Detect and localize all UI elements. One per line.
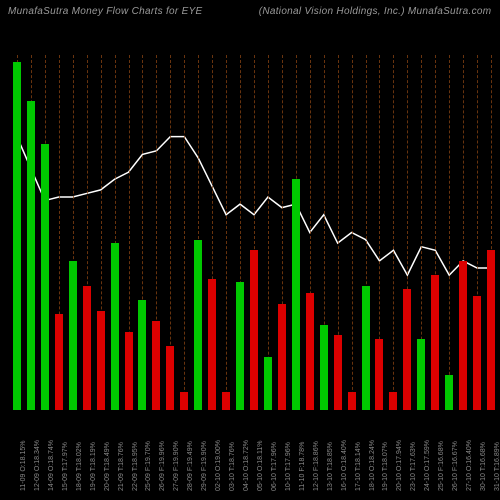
x-axis-label: 12-09 O:18.34% [34, 406, 41, 491]
x-axis-label: 20-10 O:17.94% [396, 406, 403, 491]
bar [431, 275, 439, 410]
grid-line [226, 55, 227, 410]
bar [152, 321, 160, 410]
x-axis-label: 26-10 F:16.67% [452, 406, 459, 491]
x-axis-label: 17-10 T:18.14% [355, 406, 362, 491]
bar [487, 250, 495, 410]
x-axis-label: 16-10 O:18.40% [341, 406, 348, 491]
grid-line [184, 55, 185, 410]
bar [194, 240, 202, 410]
bar [55, 314, 63, 410]
bar [69, 261, 77, 410]
x-axis-label: 06-10 T:17.96% [271, 406, 278, 491]
bar [27, 101, 35, 410]
x-axis-label: 28-09 F:19.49% [187, 406, 194, 491]
x-axis-label: 18-09 T:18.02% [76, 406, 83, 491]
money-flow-chart [10, 55, 498, 410]
bar [236, 282, 244, 410]
bar [473, 296, 481, 410]
x-axis-label: 04-10 O:18.72% [243, 406, 250, 491]
bar [97, 311, 105, 410]
x-axis-label: 27-09 F:19.90% [173, 406, 180, 491]
x-axis-label: 21-09 T:18.76% [118, 406, 125, 491]
x-axis-label: 24-10 O:17.59% [424, 406, 431, 491]
x-axis-label: 02-10 O:19.00% [215, 406, 222, 491]
bar [320, 325, 328, 410]
grid-line [449, 55, 450, 410]
x-axis-label: 11-09 O:18.15% [20, 406, 27, 491]
x-axis-label: 18-10 O:18.24% [369, 406, 376, 491]
x-axis-label: 31-10 T:16.89% [494, 406, 500, 491]
bar [362, 286, 370, 410]
bar [138, 300, 146, 410]
bar [417, 339, 425, 410]
x-axis-label: 25-10 F:16.68% [438, 406, 445, 491]
x-axis-label: 12-10 F:18.86% [313, 406, 320, 491]
title-right: (National Vision Holdings, Inc.) MunafaS… [259, 6, 492, 17]
grid-line [352, 55, 353, 410]
x-axis-label: 22-09 T:18.95% [132, 406, 139, 491]
x-axis-label: 19-10 T:18.07% [382, 406, 389, 491]
x-axis-label: 10-10 T:17.96% [285, 406, 292, 491]
x-axis-label: 03-10 T:18.76% [229, 406, 236, 491]
x-axis-label: 25-09 F:19.70% [145, 406, 152, 491]
x-axis-label: 11-10 F:18.78% [299, 406, 306, 491]
grid-line [393, 55, 394, 410]
bar [306, 293, 314, 410]
bar [13, 62, 21, 410]
bar [264, 357, 272, 410]
bar [278, 304, 286, 411]
bar [125, 332, 133, 410]
bar [445, 375, 453, 411]
bar [292, 179, 300, 410]
chart-title: MunafaSutra Money Flow Charts for EYE (N… [0, 0, 500, 23]
bar [208, 279, 216, 410]
x-axis-label: 15-09 T:17.97% [62, 406, 69, 491]
x-axis-label: 27-10 O:16.40% [466, 406, 473, 491]
bar [83, 286, 91, 410]
bar [250, 250, 258, 410]
bar [459, 261, 467, 410]
x-axis-label: 19-09 T:18.19% [90, 406, 97, 491]
bar [403, 289, 411, 410]
x-axis-label: 29-09 F:19.90% [201, 406, 208, 491]
bar [41, 144, 49, 410]
x-axis-label: 20-09 T:18.49% [104, 406, 111, 491]
x-axis-label: 23-10 T:17.63% [410, 406, 417, 491]
bar [111, 243, 119, 410]
title-left: MunafaSutra Money Flow Charts for EYE [8, 6, 203, 17]
bar [334, 335, 342, 410]
bar [166, 346, 174, 410]
x-axis-label: 13-10 T:18.85% [327, 406, 334, 491]
bar [375, 339, 383, 410]
x-axis-label: 14-09 O:18.74% [48, 406, 55, 491]
x-axis-label: 30-10 T:16.68% [480, 406, 487, 491]
x-axis-label: 26-09 F:19.96% [159, 406, 166, 491]
x-axis-label: 05-10 O:18.11% [257, 406, 264, 491]
